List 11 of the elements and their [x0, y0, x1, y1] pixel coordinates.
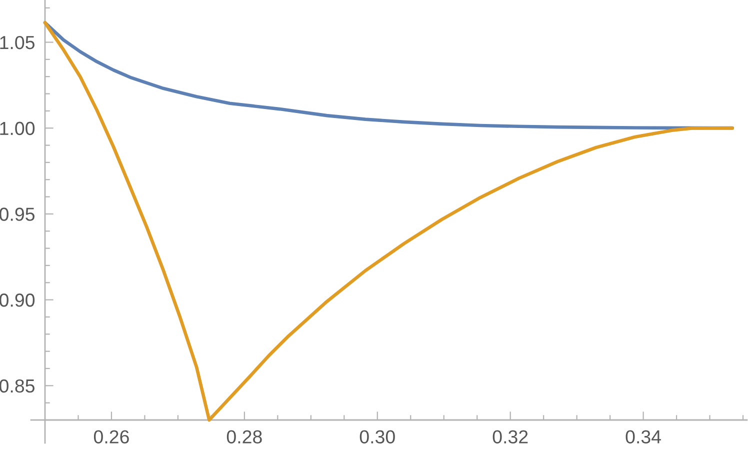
- y-tick-label: 0.85: [0, 379, 34, 393]
- y-tick-label: 0.95: [0, 208, 34, 221]
- x-tick-label: 0.30: [360, 430, 395, 444]
- line-series: [43, 20, 734, 422]
- x-tick-label: 0.32: [492, 430, 528, 444]
- y-tick-label: 1.00: [0, 122, 35, 136]
- y-tick-label: 1.05: [0, 36, 34, 50]
- y-tick-label: 0.90: [0, 294, 35, 307]
- x-tick-label: 0.28: [226, 430, 262, 444]
- x-tick-label: 0.26: [94, 430, 129, 444]
- x-tick-label: 0.34: [626, 430, 661, 444]
